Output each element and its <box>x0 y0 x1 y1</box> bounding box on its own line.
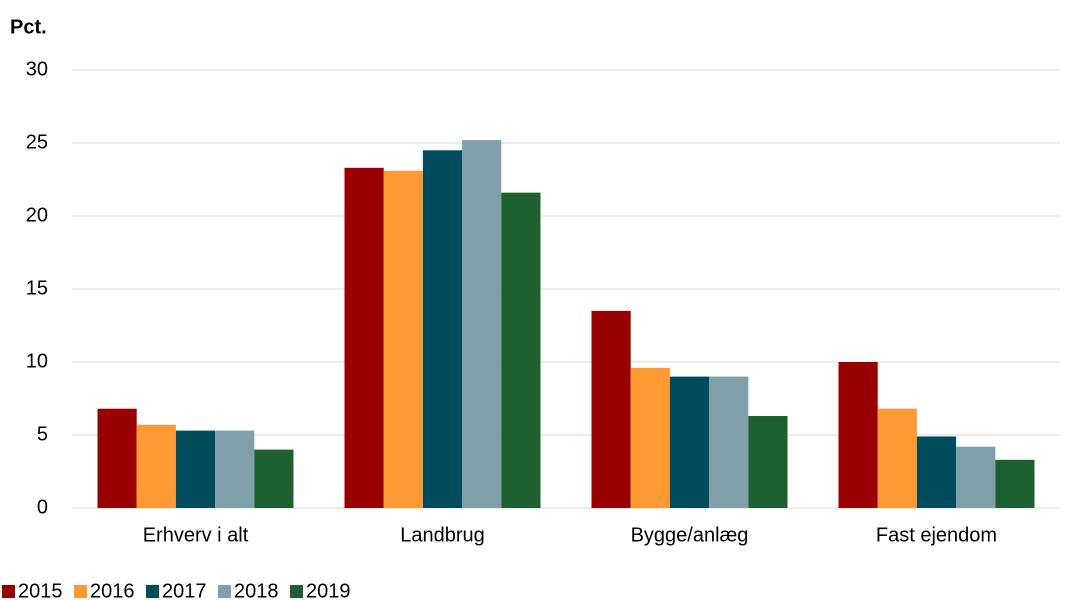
bar <box>591 310 631 508</box>
bar <box>344 167 384 508</box>
bar <box>838 362 878 508</box>
bar <box>422 150 463 509</box>
y-tick-label: 30 <box>26 58 48 80</box>
legend-label: 2016 <box>90 580 135 600</box>
legend-label: 2019 <box>306 580 351 600</box>
bar <box>383 170 423 509</box>
bar <box>175 430 216 508</box>
bar <box>215 430 255 508</box>
legend-swatch <box>74 585 87 598</box>
legend-swatch <box>290 585 303 598</box>
y-tick-label: 0 <box>37 496 48 518</box>
legend-label: 2018 <box>234 580 279 600</box>
bar <box>136 424 176 508</box>
bar <box>669 376 710 508</box>
bar <box>254 449 294 508</box>
y-tick-label: 15 <box>26 277 48 299</box>
bar <box>748 416 788 508</box>
legend-swatch <box>146 585 159 598</box>
legend-swatch <box>218 585 231 598</box>
bar <box>630 367 670 508</box>
y-tick-label: 5 <box>37 423 48 445</box>
legend-label: 2017 <box>162 580 207 600</box>
x-tick-label: Landbrug <box>400 524 485 546</box>
y-tick-label: 25 <box>26 131 48 153</box>
bar <box>916 436 957 508</box>
bar <box>956 446 996 508</box>
bar <box>709 376 749 508</box>
bar <box>97 408 137 508</box>
y-tick-label: 10 <box>26 350 48 372</box>
y-tick-label: 20 <box>26 204 48 226</box>
legend-swatch <box>2 585 15 598</box>
x-tick-label: Fast ejendom <box>876 524 997 546</box>
x-tick-label: Erhverv i alt <box>143 524 249 546</box>
x-tick-label: Bygge/anlæg <box>631 524 749 546</box>
bar <box>462 140 502 508</box>
bar <box>501 192 541 508</box>
bar <box>995 459 1035 508</box>
bar <box>877 408 917 508</box>
legend-label: 2015 <box>18 580 63 600</box>
y-axis-label: Pct. <box>10 16 47 38</box>
